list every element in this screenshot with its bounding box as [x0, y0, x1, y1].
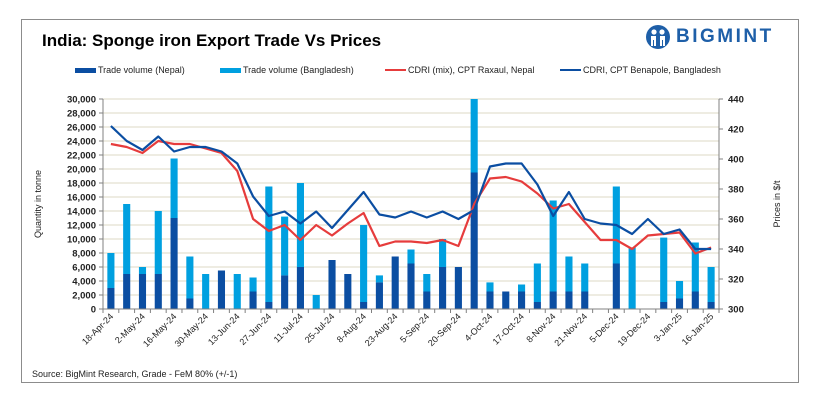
legend-label: Trade volume (Nepal)	[98, 65, 185, 75]
bigmint-logo: BIGMINT	[645, 24, 774, 50]
legend-swatch	[75, 67, 96, 73]
bigmint-logo-icon	[646, 25, 670, 49]
legend-label: Trade volume (Bangladesh)	[243, 65, 354, 75]
legend-label: CDRI (mix), CPT Raxaul, Nepal	[408, 65, 535, 75]
legend-item-nepal-volume: Trade volume (Nepal)	[75, 65, 185, 75]
legend-label: CDRI, CPT Benapole, Bangladesh	[583, 65, 721, 75]
source-note: Source: BigMint Research, Grade - FeM 80…	[32, 369, 238, 379]
legend-swatch	[560, 69, 581, 71]
legend-item-bangladesh-volume: Trade volume (Bangladesh)	[220, 65, 354, 75]
legend-swatch	[220, 67, 241, 73]
chart-title: India: Sponge iron Export Trade Vs Price…	[42, 31, 382, 50]
chart-legend: Trade volume (Nepal) Trade volume (Bangl…	[0, 65, 822, 79]
legend-item-benapole-price: CDRI, CPT Benapole, Bangladesh	[560, 65, 721, 75]
legend-swatch	[385, 69, 406, 71]
legend-item-raxaul-price: CDRI (mix), CPT Raxaul, Nepal	[385, 65, 534, 75]
logo-text: BIGMINT	[676, 26, 774, 47]
